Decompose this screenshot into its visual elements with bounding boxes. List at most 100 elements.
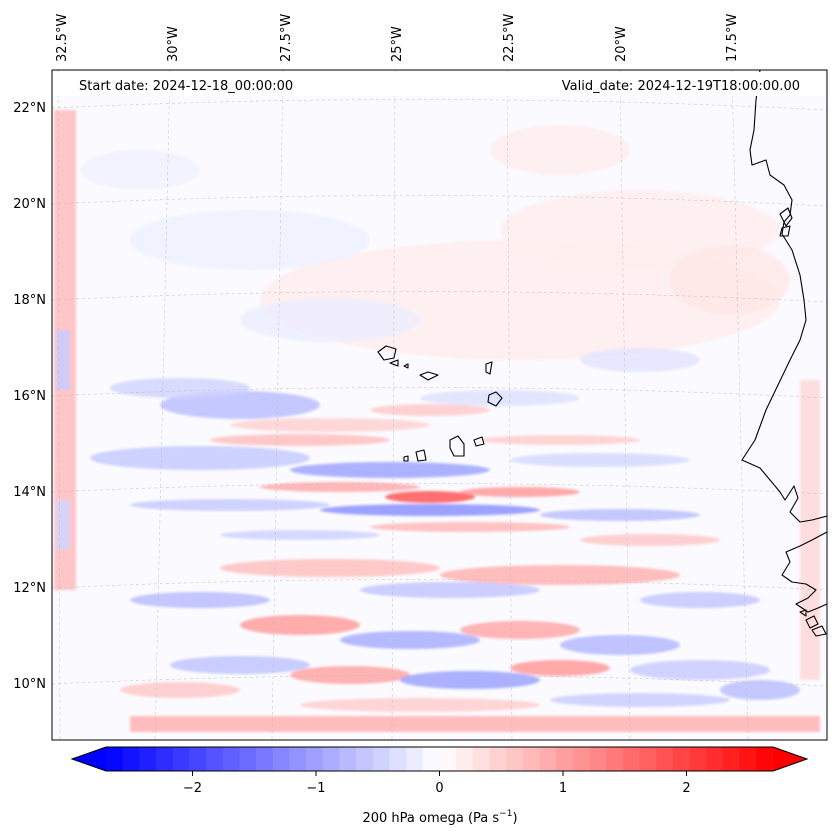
colorbar-cell: [522, 747, 541, 771]
colorbar-cell: [639, 747, 657, 771]
field-blob: [80, 150, 200, 190]
colorbar-outline: [70, 746, 809, 772]
colorbar-cell: [306, 747, 324, 771]
colorbar-cell: [539, 747, 557, 771]
field-blob: [240, 298, 420, 342]
field-blob: [510, 453, 690, 467]
colorbar-cell: [489, 747, 507, 771]
field-blob: [540, 509, 700, 521]
colorbar-cell: [656, 747, 674, 771]
colorbar-cell: [139, 747, 157, 771]
field-blob: [290, 462, 490, 478]
colorbar-cell: [222, 747, 240, 771]
field-blob: [130, 210, 370, 270]
colorbar-cell: [256, 747, 274, 771]
field-blob: [400, 671, 540, 689]
colorbar-tick-label: 2: [682, 781, 690, 796]
colorbar-cell: [572, 747, 591, 771]
colorbar-extend-right: [773, 747, 807, 771]
colorbar-cell: [722, 747, 741, 771]
cape-verde-island: [419, 371, 439, 381]
field-blob: [560, 635, 680, 655]
colorbar-cell: [456, 747, 474, 771]
colorbar-cell: [106, 747, 124, 771]
field-blob: [210, 434, 390, 446]
colorbar-cell: [739, 747, 757, 771]
gridline-lat: [52, 387, 827, 399]
gridline-lon: [731, 70, 749, 740]
field-blob: [90, 446, 310, 470]
colorbar-cell: [389, 747, 407, 771]
longitude-labels: 32.5°W 30°W 27.5°W 25°W 22.5°W 20°W 17.5…: [55, 14, 740, 62]
colorbar-cell: [122, 747, 140, 771]
bissagos-island: [799, 609, 807, 617]
colorbar-cell: [689, 747, 707, 771]
colorbar-cell: [756, 747, 774, 771]
map-panel: Start date: 2024-12-18_00:00:00 Valid_da…: [51, 69, 828, 741]
colorbar-cell: [172, 747, 190, 771]
field-blob: [290, 666, 410, 684]
colorbar-cell: [356, 747, 374, 771]
field-blob: [550, 693, 730, 707]
edge-stripe-bottom: [130, 716, 820, 732]
colorbar-cell: [672, 747, 691, 771]
colorbar: −2 −1 0 1 2 200 hPa omega (Pa s−1): [70, 746, 809, 826]
lat-label: 20°N: [13, 197, 46, 212]
colorbar-cell: [339, 747, 357, 771]
cape-verde-island: [449, 435, 465, 457]
colorbar-label: 200 hPa omega (Pa s−1): [362, 809, 517, 826]
gridline-lon: [271, 70, 284, 740]
field-blob: [580, 348, 700, 372]
lon-label: 27.5°W: [279, 14, 294, 62]
field-blob: [300, 698, 540, 712]
gridline-lat: [52, 483, 827, 495]
cape-verde-island: [389, 359, 399, 367]
gridline-lat: [52, 291, 827, 303]
lat-label: 12°N: [13, 581, 46, 596]
africa-coastline: [741, 70, 827, 523]
edge-stripe-left-blue: [56, 330, 70, 390]
colorbar-cell: [556, 747, 574, 771]
colorbar-cell: [439, 747, 457, 771]
graticule: [52, 70, 827, 740]
field-blob: [370, 522, 570, 532]
colorbar-cell: [472, 747, 491, 771]
cape-verde-island: [403, 363, 409, 369]
gridline-lon: [391, 70, 396, 740]
colorbar-cell: [589, 747, 607, 771]
gridline-lat: [52, 675, 827, 687]
africa-island: [779, 225, 791, 237]
colorbar-cell: [622, 747, 641, 771]
lon-label: 30°W: [166, 26, 181, 62]
colorbar-ticks: −2 −1 0 1 2: [183, 771, 691, 796]
start-date-label: Start date: 2024-12-18_00:00:00: [79, 79, 293, 94]
coastlines: [377, 70, 827, 637]
colorbar-cell: [289, 747, 307, 771]
gridline-lon: [154, 70, 171, 740]
field-blob: [360, 582, 540, 598]
colorbar-cell: [189, 747, 207, 771]
colorbar-cell: [406, 747, 424, 771]
field-blob: [460, 621, 580, 639]
gridline-lat: [52, 99, 827, 111]
colorbar-tick-label: −2: [183, 781, 202, 796]
colorbar-cell: [606, 747, 624, 771]
colorbar-cell: [422, 747, 440, 771]
field-blob: [160, 391, 320, 419]
colorbar-extend-left: [72, 747, 106, 771]
edge-stripe-left-blue: [56, 500, 70, 550]
colorbar-cell: [372, 747, 390, 771]
field-blob: [490, 125, 630, 175]
lat-label: 14°N: [13, 485, 46, 500]
colorbar-cell: [322, 747, 340, 771]
field-blob: [420, 390, 580, 406]
field-blob: [230, 418, 430, 432]
lat-label: 16°N: [13, 389, 46, 404]
valid-date-label: Valid_date: 2024-12-19T18:00:00.00: [562, 79, 800, 94]
gridline-lon: [57, 70, 61, 740]
colorbar-cell: [239, 747, 257, 771]
latitude-labels: 22°N 20°N 18°N 16°N 14°N 12°N 10°N: [13, 101, 46, 692]
cape-verde-island: [485, 361, 493, 375]
lon-label: 17.5°W: [725, 14, 740, 62]
field-blob: [480, 435, 640, 445]
